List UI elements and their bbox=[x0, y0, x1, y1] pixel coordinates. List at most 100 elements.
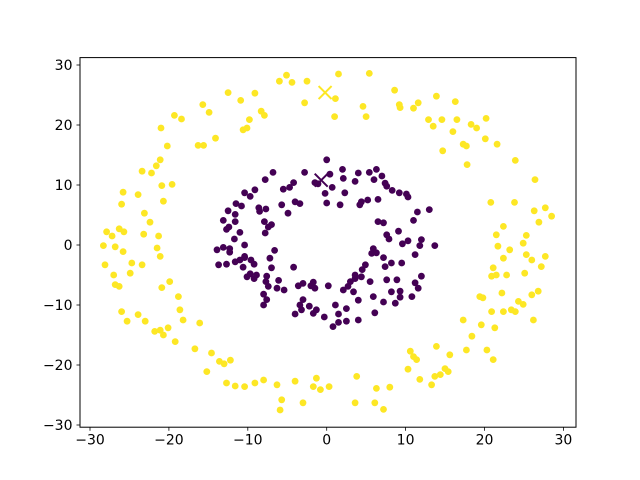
data-point-inner-ring-cluster bbox=[246, 193, 254, 200]
data-point-outer-ring-cluster bbox=[101, 261, 109, 269]
data-point-outer-ring-cluster bbox=[406, 347, 414, 355]
data-point-inner-ring-cluster bbox=[356, 201, 364, 209]
data-point-outer-ring-cluster bbox=[273, 381, 281, 389]
data-point-inner-ring-cluster bbox=[416, 242, 424, 250]
data-point-outer-ring-cluster bbox=[100, 242, 107, 250]
data-point-outer-ring-cluster bbox=[251, 379, 259, 387]
data-point-outer-ring-cluster bbox=[200, 142, 208, 149]
data-point-inner-ring-cluster bbox=[365, 169, 373, 176]
y-tick-label: −20 bbox=[43, 358, 73, 374]
data-point-outer-ring-cluster bbox=[548, 212, 555, 220]
data-point-outer-ring-cluster bbox=[138, 167, 146, 175]
data-point-inner-ring-cluster bbox=[226, 248, 234, 256]
data-point-outer-ring-cluster bbox=[473, 124, 480, 132]
data-point-outer-ring-cluster bbox=[487, 199, 495, 206]
data-point-outer-ring-cluster bbox=[160, 331, 167, 339]
x-tick-label: −10 bbox=[233, 433, 263, 449]
data-point-inner-ring-cluster bbox=[395, 189, 403, 197]
data-point-outer-ring-cluster bbox=[541, 204, 549, 212]
data-point-outer-ring-cluster bbox=[530, 207, 538, 215]
data-point-outer-ring-cluster bbox=[194, 142, 202, 149]
data-point-inner-ring-cluster bbox=[388, 187, 396, 194]
data-point-outer-ring-cluster bbox=[428, 381, 435, 389]
data-point-inner-ring-cluster bbox=[373, 249, 380, 257]
data-point-outer-ring-cluster bbox=[511, 308, 519, 315]
data-point-outer-ring-cluster bbox=[373, 385, 380, 392]
data-point-outer-ring-cluster bbox=[140, 230, 148, 238]
data-point-outer-ring-cluster bbox=[519, 239, 527, 247]
data-point-outer-ring-cluster bbox=[494, 242, 502, 250]
data-point-outer-ring-cluster bbox=[251, 89, 259, 97]
data-point-outer-ring-cluster bbox=[522, 232, 530, 239]
data-point-inner-ring-cluster bbox=[410, 217, 417, 224]
data-point-outer-ring-cluster bbox=[414, 99, 422, 107]
data-point-inner-ring-cluster bbox=[264, 283, 272, 290]
axes-frame bbox=[79, 57, 577, 428]
data-point-inner-ring-cluster bbox=[231, 258, 239, 266]
data-point-outer-ring-cluster bbox=[511, 157, 519, 164]
data-point-outer-ring-cluster bbox=[155, 232, 163, 240]
data-point-outer-ring-cluster bbox=[459, 316, 467, 324]
data-point-inner-ring-cluster bbox=[393, 276, 401, 284]
data-point-inner-ring-cluster bbox=[339, 286, 347, 294]
data-point-outer-ring-cluster bbox=[492, 271, 500, 279]
data-point-outer-ring-cluster bbox=[288, 79, 296, 86]
data-point-outer-ring-cluster bbox=[528, 256, 536, 264]
data-point-inner-ring-cluster bbox=[373, 166, 380, 173]
data-point-outer-ring-cluster bbox=[317, 386, 324, 393]
data-point-outer-ring-cluster bbox=[123, 317, 131, 325]
data-point-outer-ring-cluster bbox=[444, 368, 452, 375]
data-point-outer-ring-cluster bbox=[128, 259, 136, 267]
data-point-outer-ring-cluster bbox=[386, 383, 394, 391]
x-tick-label: 0 bbox=[322, 433, 331, 449]
data-point-inner-ring-cluster bbox=[371, 309, 379, 317]
data-point-outer-ring-cluster bbox=[528, 291, 536, 299]
data-point-inner-ring-cluster bbox=[236, 229, 244, 236]
data-point-inner-ring-cluster bbox=[296, 200, 304, 208]
data-point-outer-ring-cluster bbox=[241, 383, 249, 390]
data-point-outer-ring-cluster bbox=[468, 332, 476, 340]
cluster-centers-layer bbox=[313, 85, 333, 188]
data-point-inner-ring-cluster bbox=[213, 246, 221, 254]
data-point-outer-ring-cluster bbox=[115, 283, 123, 290]
data-point-inner-ring-cluster bbox=[414, 284, 422, 292]
data-point-outer-ring-cluster bbox=[492, 231, 500, 239]
data-point-inner-ring-cluster bbox=[380, 254, 387, 261]
data-point-outer-ring-cluster bbox=[110, 271, 118, 279]
data-point-inner-ring-cluster bbox=[268, 221, 275, 229]
data-point-inner-ring-cluster bbox=[284, 209, 292, 217]
data-point-outer-ring-cluster bbox=[118, 308, 125, 315]
data-point-inner-ring-cluster bbox=[278, 201, 286, 209]
data-point-inner-ring-cluster bbox=[253, 271, 260, 279]
data-point-inner-ring-cluster bbox=[350, 288, 357, 296]
data-point-inner-ring-cluster bbox=[411, 279, 419, 287]
data-point-inner-ring-cluster bbox=[266, 254, 274, 262]
data-point-inner-ring-cluster bbox=[261, 229, 269, 237]
data-point-inner-ring-cluster bbox=[279, 185, 287, 193]
data-point-outer-ring-cluster bbox=[205, 109, 213, 116]
data-point-outer-ring-cluster bbox=[283, 71, 290, 79]
data-point-inner-ring-cluster bbox=[414, 208, 421, 216]
data-point-outer-ring-cluster bbox=[168, 181, 176, 188]
y-tick-label: 0 bbox=[64, 238, 73, 254]
data-point-inner-ring-cluster bbox=[343, 317, 350, 325]
data-point-inner-ring-cluster bbox=[336, 201, 344, 209]
data-point-inner-ring-cluster bbox=[255, 204, 263, 212]
x-tick-label: −30 bbox=[75, 433, 105, 449]
data-point-inner-ring-cluster bbox=[321, 190, 329, 197]
y-tick-label: −10 bbox=[43, 298, 73, 314]
data-point-outer-ring-cluster bbox=[138, 261, 146, 269]
data-point-inner-ring-cluster bbox=[388, 259, 395, 267]
data-point-outer-ring-cluster bbox=[521, 269, 529, 277]
data-point-outer-ring-cluster bbox=[491, 324, 499, 332]
data-point-outer-ring-cluster bbox=[146, 218, 154, 226]
data-point-outer-ring-cluster bbox=[351, 399, 359, 407]
data-point-outer-ring-cluster bbox=[425, 116, 432, 123]
data-point-outer-ring-cluster bbox=[108, 232, 116, 240]
data-point-inner-ring-cluster bbox=[418, 236, 425, 244]
data-point-outer-ring-cluster bbox=[522, 251, 530, 258]
data-point-inner-ring-cluster bbox=[395, 227, 402, 235]
data-point-inner-ring-cluster bbox=[323, 199, 331, 207]
